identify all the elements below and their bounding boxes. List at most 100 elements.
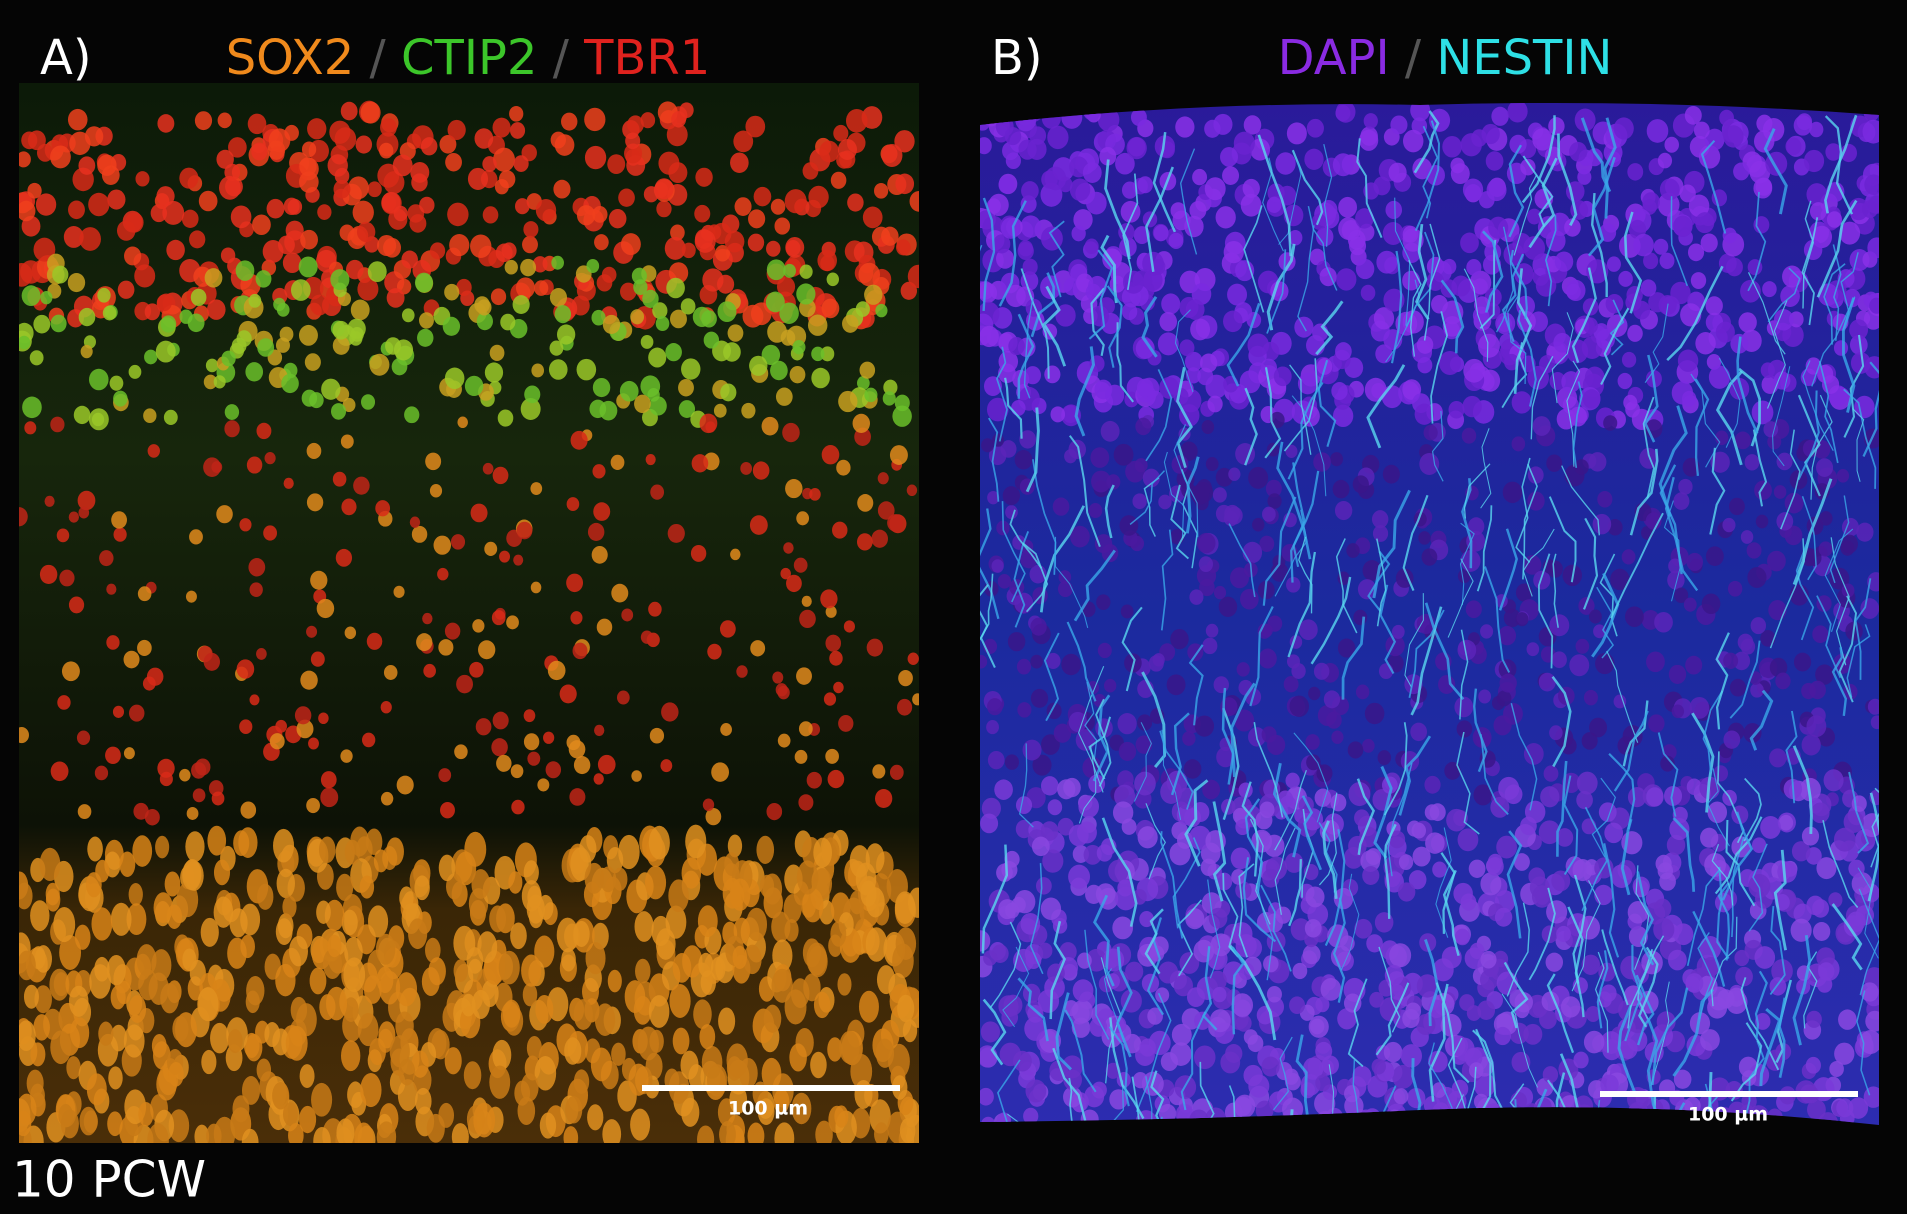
cell [510, 922, 527, 950]
cell [1302, 808, 1324, 831]
cell [547, 660, 566, 681]
fiber [1551, 312, 1574, 404]
cell [1545, 229, 1566, 252]
cell [1585, 1005, 1601, 1023]
cell [749, 355, 768, 376]
cell [1776, 512, 1794, 531]
fiber [1260, 884, 1292, 972]
cell [837, 973, 852, 996]
fiber [1816, 199, 1858, 298]
fiber [1658, 405, 1688, 517]
cell [98, 1021, 114, 1046]
fiber [1481, 230, 1504, 313]
cell [316, 900, 331, 924]
cell [1481, 123, 1500, 145]
cell [530, 482, 543, 496]
fiber [1402, 494, 1429, 592]
cell [980, 930, 991, 952]
cell [1213, 113, 1233, 135]
fiber [1672, 817, 1696, 892]
cell [608, 208, 627, 229]
cell [128, 883, 143, 906]
cell [1147, 390, 1164, 409]
cell [1183, 759, 1202, 779]
cell [1486, 857, 1504, 876]
cell [128, 364, 142, 379]
fiber [1624, 944, 1643, 1042]
fiber [1176, 366, 1193, 469]
cell [1289, 695, 1310, 717]
fiber [1627, 935, 1665, 1029]
cell [1551, 651, 1567, 669]
cell [1583, 689, 1598, 706]
fiber [1100, 234, 1118, 304]
cell [273, 297, 286, 312]
cell [681, 358, 701, 380]
cell [825, 605, 837, 618]
cell [727, 324, 744, 342]
fiber [1634, 865, 1650, 970]
fiber [1583, 517, 1599, 610]
cell [39, 847, 61, 882]
fiber [1823, 263, 1846, 345]
cell [1155, 987, 1170, 1003]
cell [586, 258, 600, 274]
cell [1001, 861, 1018, 879]
fiber [1785, 710, 1798, 804]
cell [23, 984, 39, 1009]
cell [467, 167, 489, 190]
cell [307, 118, 327, 140]
cell [640, 334, 654, 349]
cell [1683, 597, 1697, 612]
cell [399, 886, 414, 910]
cell [438, 1102, 455, 1128]
cell [138, 969, 158, 1001]
cell [334, 167, 350, 184]
cell [1402, 225, 1419, 243]
cell [500, 313, 516, 331]
cell [1297, 372, 1318, 395]
cell [618, 834, 640, 870]
cell [1646, 651, 1665, 673]
cell [757, 1098, 775, 1125]
cell [1308, 686, 1321, 701]
cell [817, 249, 837, 272]
cell [1504, 784, 1523, 805]
cell [1548, 117, 1565, 136]
fiber [1228, 523, 1256, 598]
cell [1212, 487, 1227, 503]
cell [1184, 351, 1203, 372]
fiber [1428, 1042, 1453, 1109]
cell [1315, 996, 1330, 1013]
cell [1017, 702, 1032, 718]
cell [78, 156, 96, 175]
cell [445, 152, 462, 172]
fiber [1644, 303, 1669, 384]
cell [1015, 796, 1033, 815]
title-word: / [1405, 30, 1436, 86]
cell [1109, 275, 1126, 293]
fiber [1709, 447, 1726, 535]
fiber [1506, 830, 1523, 939]
cell [550, 131, 566, 149]
cell [1677, 349, 1699, 372]
cell [785, 239, 801, 256]
cell [1108, 859, 1129, 883]
cell [1734, 431, 1751, 450]
cell [192, 788, 206, 803]
cell [366, 632, 383, 650]
cell [865, 843, 885, 874]
cell [1667, 570, 1685, 590]
cell [864, 284, 883, 305]
cell [991, 559, 1004, 573]
fiber [1459, 522, 1475, 606]
cell [1478, 333, 1500, 358]
cell [1171, 1023, 1192, 1046]
cell [1233, 131, 1255, 155]
cell [50, 1030, 72, 1065]
cell [1569, 141, 1588, 162]
cell [1840, 534, 1858, 554]
cell [1850, 352, 1871, 374]
cell [783, 263, 796, 278]
cell [138, 1101, 154, 1127]
